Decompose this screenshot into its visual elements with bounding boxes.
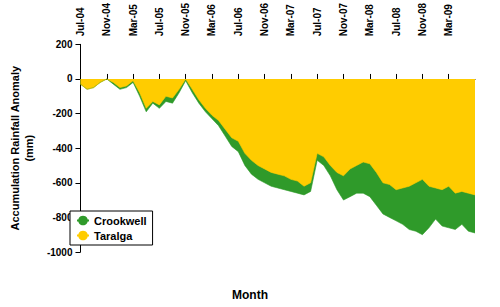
svg-text:Jul-04: Jul-04 xyxy=(75,7,86,36)
svg-text:200: 200 xyxy=(56,39,73,50)
svg-text:Mar-08: Mar-08 xyxy=(364,4,375,37)
svg-text:Mar-05: Mar-05 xyxy=(128,4,139,37)
svg-text:Nov-08: Nov-08 xyxy=(417,3,428,37)
svg-text:Nov-06: Nov-06 xyxy=(259,3,270,37)
svg-text:Accumulation Rainfall Anomaly: Accumulation Rainfall Anomaly xyxy=(9,65,21,231)
svg-text:Jul-06: Jul-06 xyxy=(233,7,244,36)
svg-text:-200: -200 xyxy=(52,108,72,119)
svg-text:Nov-04: Nov-04 xyxy=(101,3,112,37)
svg-text:Mar-07: Mar-07 xyxy=(285,4,296,37)
svg-text:Mar-09: Mar-09 xyxy=(443,4,454,37)
svg-text:-800: -800 xyxy=(52,211,73,223)
svg-text:-400: -400 xyxy=(52,143,72,154)
svg-text:Jul-07: Jul-07 xyxy=(312,7,323,36)
svg-text:Jul-05: Jul-05 xyxy=(154,7,165,36)
svg-text:-600: -600 xyxy=(52,177,72,188)
svg-text:Mar-06: Mar-06 xyxy=(206,4,217,37)
svg-text:Nov-07: Nov-07 xyxy=(338,3,349,37)
svg-text:(mm): (mm) xyxy=(23,134,35,161)
svg-text:Month: Month xyxy=(232,288,268,302)
svg-text:Jul-08: Jul-08 xyxy=(391,7,402,36)
svg-text:Taralga: Taralga xyxy=(94,230,133,242)
svg-text:-1000: -1000 xyxy=(47,247,73,258)
svg-text:Nov-05: Nov-05 xyxy=(180,3,191,37)
svg-text:Crookwell: Crookwell xyxy=(94,215,147,227)
svg-text:0: 0 xyxy=(67,73,73,84)
